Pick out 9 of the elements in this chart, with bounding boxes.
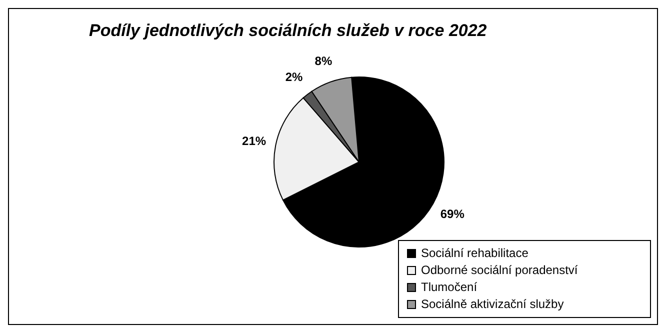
data-label: 2%	[285, 70, 304, 84]
data-label: 8%	[314, 54, 332, 68]
legend-label: Sociální rehabilitace	[421, 245, 528, 262]
legend-label: Sociálně aktivizační služby	[421, 296, 564, 313]
data-label: 69%	[440, 207, 465, 222]
data-label: 21%	[242, 134, 266, 148]
legend-label: Odborné sociální poradenství	[421, 262, 578, 279]
chart-title: Podíly jednotlivých sociálních služeb v roce 2022	[89, 21, 487, 41]
legend-label: Tlumočení	[421, 279, 478, 296]
